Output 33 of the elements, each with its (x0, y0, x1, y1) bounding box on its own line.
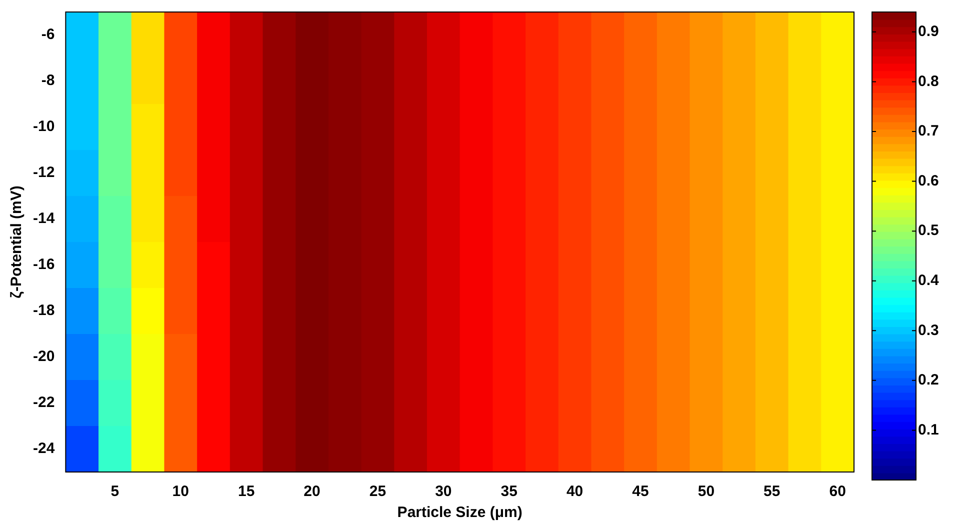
x-tick-label: 5 (110, 483, 120, 500)
x-tick-label: 40 (566, 483, 584, 500)
y-tick-label: -20 (32, 348, 55, 366)
x-tick-label: 15 (238, 483, 255, 500)
y-tick-label: -24 (32, 440, 56, 458)
color-bar-label: 0.3 (918, 322, 939, 339)
x-tick-label: 55 (764, 483, 780, 500)
x-tick-label: 10 (172, 483, 189, 500)
y-tick-label: -10 (32, 118, 55, 136)
color-bar-label: 0.7 (918, 122, 939, 140)
y-tick-label: -22 (32, 394, 55, 412)
y-tick-label: -18 (32, 302, 55, 320)
x-tick-label: 20 (304, 483, 320, 500)
y-tick-label: -8 (41, 72, 55, 90)
x-tick-label: 50 (698, 483, 715, 500)
color-bar-label: 0.9 (918, 23, 939, 40)
y-tick-label: -6 (41, 26, 55, 44)
x-tick-label: 45 (632, 483, 649, 500)
color-bar-label: 0.1 (918, 421, 939, 438)
color-bar-label: 0.2 (918, 372, 939, 389)
y-tick-label: -16 (32, 256, 55, 274)
color-bar-label: 0.6 (918, 172, 939, 190)
color-bar-label: 0.8 (918, 72, 939, 90)
y-axis-title: ζ-Potential (mV) (8, 186, 26, 298)
x-tick-label: 25 (369, 483, 386, 500)
color-bar-label: 0.5 (918, 222, 939, 240)
color-bar-label: 0.4 (918, 272, 940, 289)
y-tick-label: -14 (32, 210, 56, 228)
y-tick-label: -12 (32, 164, 55, 182)
x-axis-title: Particle Size (μm) (397, 504, 522, 522)
x-tick-label: 35 (500, 483, 518, 500)
x-tick-label: 30 (435, 483, 452, 500)
x-tick-label: 60 (829, 483, 846, 500)
